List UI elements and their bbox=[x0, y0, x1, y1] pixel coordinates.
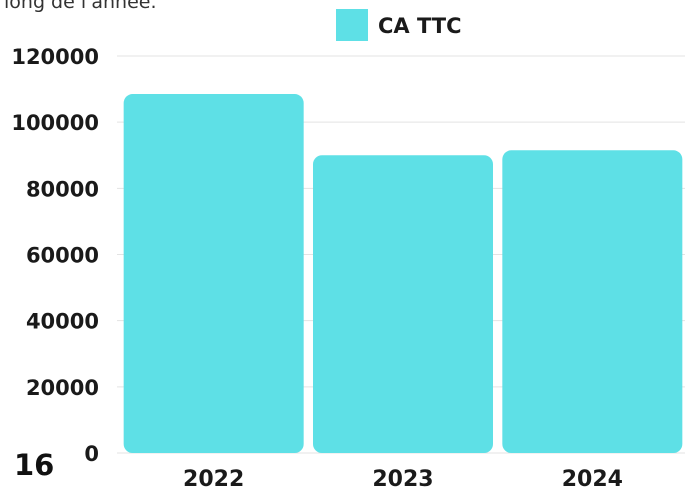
bar-2024 bbox=[502, 150, 683, 453]
y-tick-label-60000: 60000 bbox=[26, 244, 99, 268]
x-tick-label-2024: 2024 bbox=[562, 467, 623, 490]
legend-label: CA TTC bbox=[378, 14, 462, 38]
y-tick-label-0: 0 bbox=[84, 442, 99, 466]
y-tick-label-120000: 120000 bbox=[11, 45, 99, 69]
x-tick-label-2022: 2022 bbox=[183, 467, 244, 490]
intro-text-fragment: long de l'année. bbox=[4, 0, 157, 13]
x-axis: 2022 2023 2024 bbox=[183, 467, 623, 490]
legend-swatch bbox=[336, 9, 368, 41]
page-number: 16 bbox=[14, 448, 55, 482]
legend: CA TTC bbox=[336, 9, 462, 41]
bar-2023 bbox=[313, 155, 493, 453]
y-tick-label-20000: 20000 bbox=[26, 376, 99, 400]
y-axis: 0 20000 40000 60000 80000 100000 120000 bbox=[11, 45, 99, 466]
x-tick-label-2023: 2023 bbox=[372, 467, 433, 490]
bar-2022 bbox=[123, 94, 304, 453]
y-tick-label-100000: 100000 bbox=[11, 111, 99, 135]
y-tick-label-80000: 80000 bbox=[26, 177, 99, 201]
y-tick-label-40000: 40000 bbox=[26, 310, 99, 334]
bars bbox=[123, 94, 683, 453]
